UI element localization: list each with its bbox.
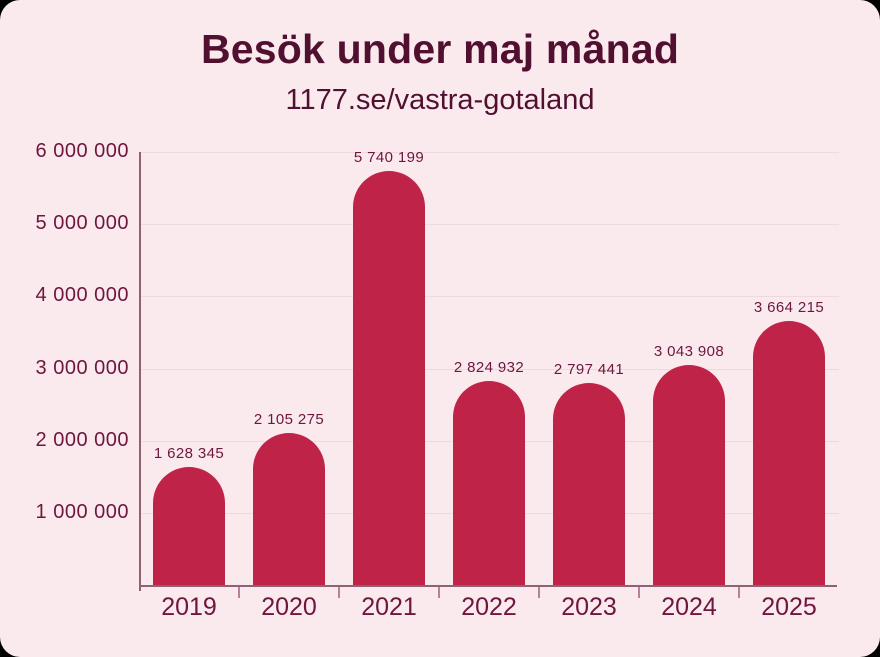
bar-2021	[353, 171, 425, 585]
x-axis-tick-label: 2021	[361, 593, 417, 621]
y-axis-line	[139, 152, 141, 591]
x-axis-tick-label: 2025	[761, 593, 817, 621]
bar-value-label: 1 628 345	[153, 445, 225, 462]
y-axis-tick-label: 6 000 000	[35, 140, 129, 162]
y-axis-tick-label: 5 000 000	[35, 212, 129, 234]
gridline	[139, 369, 839, 370]
x-axis-tick-label: 2022	[461, 593, 517, 621]
x-axis-tick-label: 2023	[561, 593, 617, 621]
bar-value-label: 2 797 441	[553, 361, 625, 378]
bar-2019	[153, 467, 225, 585]
x-axis-tick-mark	[638, 587, 640, 598]
bar-value-label: 3 664 215	[753, 299, 825, 316]
bar-value-label: 2 824 932	[453, 359, 525, 376]
x-axis-tick-label: 2019	[161, 593, 217, 621]
chart-subtitle: 1177.se/vastra-gotaland	[285, 84, 595, 116]
bar-2025	[753, 321, 825, 585]
gridline	[139, 152, 839, 153]
x-axis-tick-mark	[338, 587, 340, 598]
gridline	[139, 224, 839, 225]
gridline	[139, 296, 839, 297]
y-axis-tick-label: 4 000 000	[35, 284, 129, 306]
chart-title: Besök under maj månad	[200, 26, 680, 72]
y-axis-tick-label: 1 000 000	[35, 501, 129, 523]
x-axis-tick-label: 2020	[261, 593, 317, 621]
x-axis-line	[139, 585, 837, 587]
bar-value-label: 3 043 908	[653, 343, 725, 360]
x-axis-tick-label: 2024	[661, 593, 717, 621]
bar-value-label: 2 105 275	[253, 411, 325, 428]
bar-2024	[653, 365, 725, 585]
y-axis-tick-label: 3 000 000	[35, 357, 129, 379]
x-axis-tick-mark	[438, 587, 440, 598]
bar-2020	[253, 433, 325, 585]
bar-value-label: 5 740 199	[353, 149, 425, 166]
x-axis-tick-mark	[238, 587, 240, 598]
bar-2022	[453, 381, 525, 585]
x-axis-tick-mark	[738, 587, 740, 598]
bar-2023	[553, 383, 625, 585]
x-axis-tick-mark	[538, 587, 540, 598]
y-axis-tick-label: 2 000 000	[35, 429, 129, 451]
